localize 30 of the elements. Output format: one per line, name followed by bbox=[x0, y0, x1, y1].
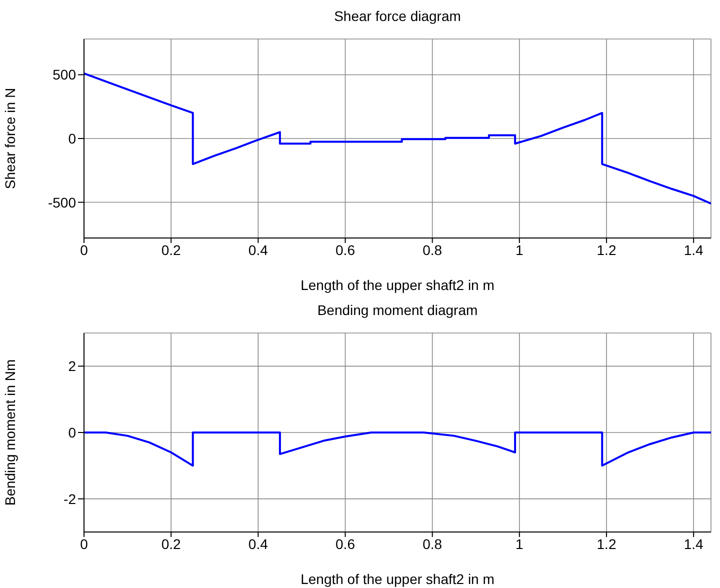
y-axis-title: Shear force in N bbox=[2, 88, 18, 190]
y-tick-label: -500 bbox=[48, 194, 76, 210]
y-tick-label: 0 bbox=[68, 424, 76, 440]
x-tick-label: 0.2 bbox=[161, 536, 182, 552]
x-tick-label: 1.2 bbox=[596, 536, 616, 552]
y-tick-label: -2 bbox=[64, 490, 76, 507]
x-tick-label: 0.6 bbox=[336, 242, 356, 258]
y-tick-label: 2 bbox=[68, 358, 76, 374]
x-tick-label: 0 bbox=[80, 536, 88, 552]
x-tick-label: 0.2 bbox=[161, 242, 182, 258]
x-tick-label: 0.4 bbox=[248, 536, 268, 552]
x-tick-label: 0.4 bbox=[248, 242, 268, 258]
x-tick-label: 1.4 bbox=[684, 536, 704, 552]
y-tick-label: 500 bbox=[52, 66, 76, 83]
x-tick-label: 0.8 bbox=[422, 536, 442, 552]
chart-title: Shear force diagram bbox=[333, 8, 462, 24]
x-tick-label: 0 bbox=[80, 242, 88, 258]
x-axis-title: Length of the upper shaft2 in m bbox=[300, 277, 494, 293]
x-tick-label: 1 bbox=[516, 242, 524, 258]
y-axis-title: Bending moment in Nm bbox=[2, 359, 18, 506]
x-tick-label: 0.8 bbox=[422, 242, 442, 258]
line-series bbox=[84, 432, 711, 467]
x-axis-title: Length of the upper shaft2 in m bbox=[300, 571, 494, 587]
x-tick-label: 1.2 bbox=[596, 242, 616, 258]
chart-title: Bending moment diagram bbox=[316, 302, 479, 318]
x-tick-label: 1.4 bbox=[684, 242, 704, 258]
x-tick-label: 0.6 bbox=[336, 536, 356, 552]
x-tick-label: 1 bbox=[516, 536, 524, 552]
line-series bbox=[84, 72, 711, 205]
y-tick-label: 0 bbox=[68, 130, 76, 146]
